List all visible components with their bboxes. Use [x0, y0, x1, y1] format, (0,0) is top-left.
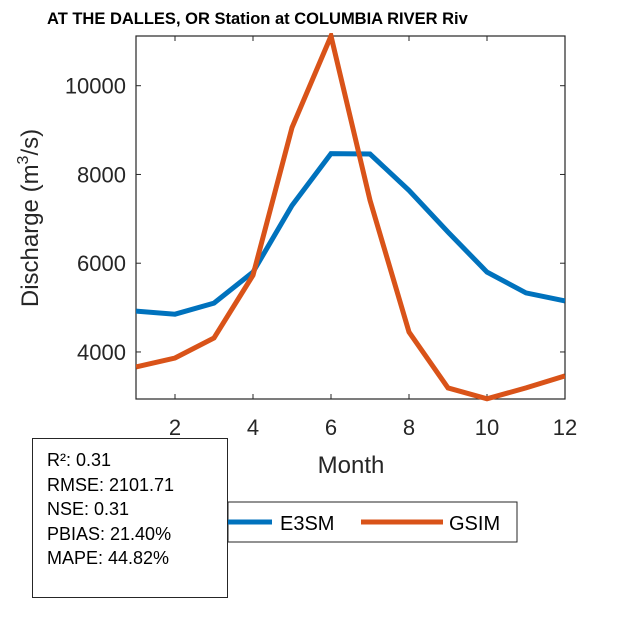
chart-title: AT THE DALLES, OR Station at COLUMBIA RI… — [47, 10, 469, 28]
y-tick-label: 10000 — [65, 74, 126, 99]
axes: 2 4 6 8 10 12 4000 6000 8000 10000 — [65, 35, 577, 440]
x-tick-label: 2 — [169, 415, 181, 440]
y-tick-label: 8000 — [77, 162, 126, 187]
y-tick-label: 4000 — [77, 340, 126, 365]
stats-box: R²: 0.31 RMSE: 2101.71 NSE: 0.31 PBIAS: … — [32, 438, 228, 598]
y-axis-label-prefix: Discharge (m — [17, 164, 44, 307]
x-tick-label: 6 — [325, 415, 337, 440]
y-axis-label: Discharge (m3/s) — [15, 129, 44, 307]
y-axis-label-suffix: /s) — [17, 129, 44, 156]
x-tick-label: 12 — [553, 415, 577, 440]
legend-label-e3sm: E3SM — [280, 513, 334, 535]
x-axis-label: Month — [318, 452, 385, 479]
y-tick-label: 6000 — [77, 251, 126, 276]
y-axis-label-sup: 3 — [15, 155, 32, 164]
x-tick-label: 8 — [403, 415, 415, 440]
series-layer — [136, 33, 565, 402]
x-tick-label: 10 — [475, 415, 499, 440]
stat-r2: R²: 0.31 — [47, 450, 112, 470]
plot-area-frame — [135, 35, 566, 400]
series-line-gsim — [136, 33, 565, 402]
legend-label-gsim: GSIM — [449, 513, 500, 535]
x-tick-label: 4 — [247, 415, 259, 440]
series-line-e3sm — [136, 151, 565, 317]
legend: E3SM GSIM — [227, 501, 518, 543]
stat-pbias: PBIAS: 21.40% — [47, 523, 172, 544]
stat-mape: MAPE: 44.82% — [47, 548, 170, 568]
stat-nse: NSE: 0.31 — [47, 499, 130, 519]
stat-rmse: RMSE: 2101.71 — [47, 474, 175, 495]
